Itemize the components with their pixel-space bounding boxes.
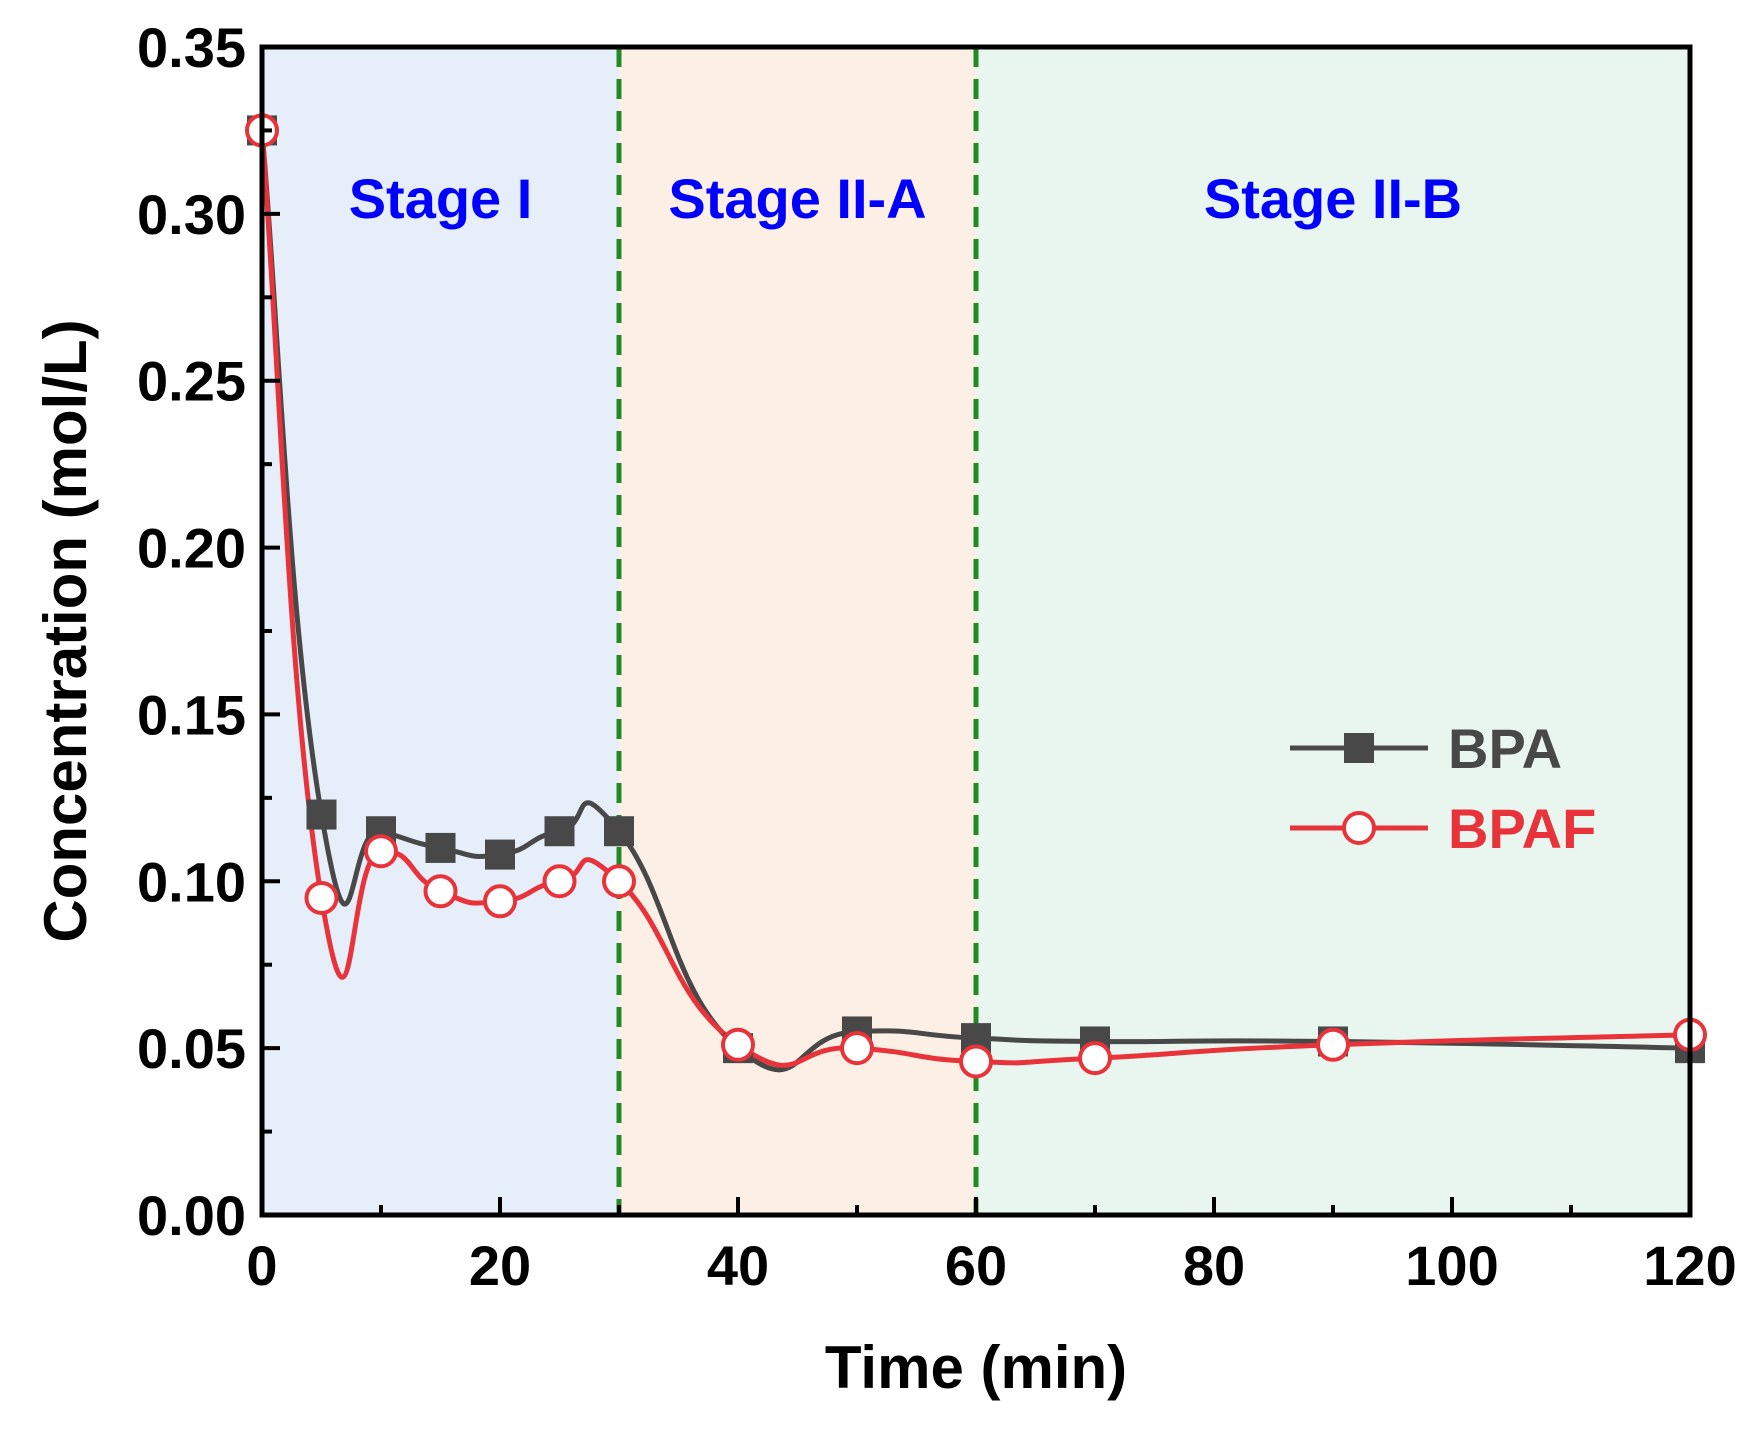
data-point-bpa-30 (604, 816, 634, 847)
stage-label-stage-ii-b: Stage II-B (1204, 167, 1462, 230)
stage-background-stage-ii-b (976, 47, 1690, 1215)
y-tick-label-0-1: 0.10 (137, 850, 246, 913)
legend-label-bpaf: BPAF (1448, 797, 1596, 860)
data-point-bpaf-20 (483, 884, 517, 919)
stage-label-stage-i: Stage I (349, 167, 533, 230)
y-tick-label-0-25: 0.25 (137, 350, 246, 413)
data-point-bpaf-50 (840, 1031, 874, 1066)
y-tick-label-0-3: 0.30 (137, 183, 246, 246)
y-tick-label-0-2: 0.20 (137, 517, 246, 580)
x-tick-label-20: 20 (469, 1234, 531, 1297)
data-point-bpaf-90 (1316, 1027, 1350, 1062)
x-tick-label-0: 0 (246, 1234, 277, 1297)
series-line-bpa (259, 130, 1691, 1073)
y-axis-title: Concentration (mol/L) (32, 319, 99, 942)
stage-label-stage-ii-a: Stage II-A (668, 167, 926, 230)
data-point-bpa-15 (425, 832, 456, 863)
x-tick-label-60: 60 (945, 1234, 1007, 1297)
data-point-bpaf-5 (304, 880, 339, 915)
axis-ticks (260, 45, 1692, 1217)
data-point-bpa-25 (544, 816, 575, 847)
stage-background-stage-ii-a (619, 47, 976, 1215)
data-point-bpa-5 (306, 799, 337, 830)
legend-marker-bpa (1344, 733, 1374, 763)
x-tick-label-80: 80 (1183, 1234, 1245, 1297)
y-tick-label-0: 0.00 (137, 1184, 246, 1247)
series-markers (245, 113, 1707, 1079)
data-point-bpaf-40 (721, 1027, 755, 1062)
legend-label-bpa: BPA (1448, 717, 1562, 780)
legend: BPA BPAF (1290, 717, 1596, 860)
x-tick-label-100: 100 (1405, 1234, 1498, 1297)
data-point-bpaf-15 (423, 874, 458, 909)
data-point-bpa-20 (485, 839, 515, 870)
y-tick-labels: 0.00 0.05 0.10 0.15 0.20 0.25 0.30 0.35 (137, 16, 246, 1247)
x-tick-label-40: 40 (707, 1234, 769, 1297)
x-tick-label-120: 120 (1643, 1234, 1736, 1297)
data-point-bpaf-25 (542, 864, 577, 899)
y-tick-label-0-05: 0.05 (137, 1017, 246, 1080)
y-tick-label-0-35: 0.35 (137, 16, 246, 79)
x-tick-labels: 0 20 40 60 80 100 120 (246, 1234, 1736, 1297)
data-point-bpaf-30 (602, 864, 636, 899)
stage-background-stage-i (262, 47, 619, 1215)
boundary-lines (616, 47, 979, 1215)
stage-backgrounds (262, 47, 1690, 1215)
data-point-bpaf-60 (959, 1044, 993, 1079)
legend-marker-bpaf (1342, 811, 1376, 845)
data-point-bpaf-70 (1078, 1041, 1112, 1076)
stage-labels: Stage I Stage II-A Stage II-B (349, 167, 1462, 230)
y-tick-label-0-15: 0.15 (137, 683, 246, 746)
x-axis-title: Time (min) (825, 1334, 1127, 1401)
data-point-bpaf-10 (364, 834, 398, 869)
